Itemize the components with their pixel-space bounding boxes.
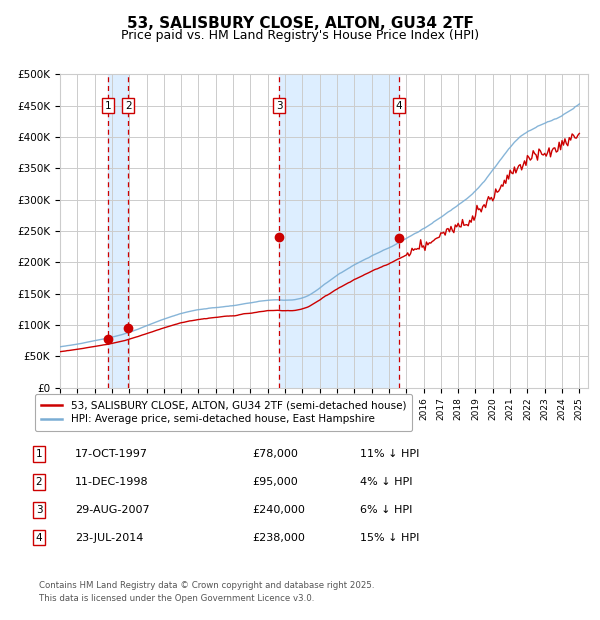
Text: 2: 2 <box>35 477 43 487</box>
Bar <box>279 74 398 388</box>
Legend: 53, SALISBURY CLOSE, ALTON, GU34 2TF (semi-detached house), HPI: Average price, : 53, SALISBURY CLOSE, ALTON, GU34 2TF (se… <box>35 394 412 431</box>
Text: 1: 1 <box>35 449 43 459</box>
Text: 17-OCT-1997: 17-OCT-1997 <box>75 449 148 459</box>
Text: 11-DEC-1998: 11-DEC-1998 <box>75 477 149 487</box>
Bar <box>108 74 128 388</box>
Text: This data is licensed under the Open Government Licence v3.0.: This data is licensed under the Open Gov… <box>39 593 314 603</box>
Text: 53, SALISBURY CLOSE, ALTON, GU34 2TF: 53, SALISBURY CLOSE, ALTON, GU34 2TF <box>127 16 473 31</box>
Text: £238,000: £238,000 <box>252 533 305 542</box>
Text: £78,000: £78,000 <box>252 449 298 459</box>
Text: 15% ↓ HPI: 15% ↓ HPI <box>360 533 419 542</box>
Text: 3: 3 <box>276 100 283 111</box>
Text: £95,000: £95,000 <box>252 477 298 487</box>
Text: 4: 4 <box>35 533 43 542</box>
Text: 4: 4 <box>395 100 402 111</box>
Text: Price paid vs. HM Land Registry's House Price Index (HPI): Price paid vs. HM Land Registry's House … <box>121 29 479 42</box>
Text: 3: 3 <box>35 505 43 515</box>
Text: 1: 1 <box>105 100 112 111</box>
Text: 2: 2 <box>125 100 131 111</box>
Text: 6% ↓ HPI: 6% ↓ HPI <box>360 505 412 515</box>
Text: Contains HM Land Registry data © Crown copyright and database right 2025.: Contains HM Land Registry data © Crown c… <box>39 581 374 590</box>
Text: £240,000: £240,000 <box>252 505 305 515</box>
Text: 4% ↓ HPI: 4% ↓ HPI <box>360 477 413 487</box>
Text: 23-JUL-2014: 23-JUL-2014 <box>75 533 143 542</box>
Text: 11% ↓ HPI: 11% ↓ HPI <box>360 449 419 459</box>
Text: 29-AUG-2007: 29-AUG-2007 <box>75 505 149 515</box>
